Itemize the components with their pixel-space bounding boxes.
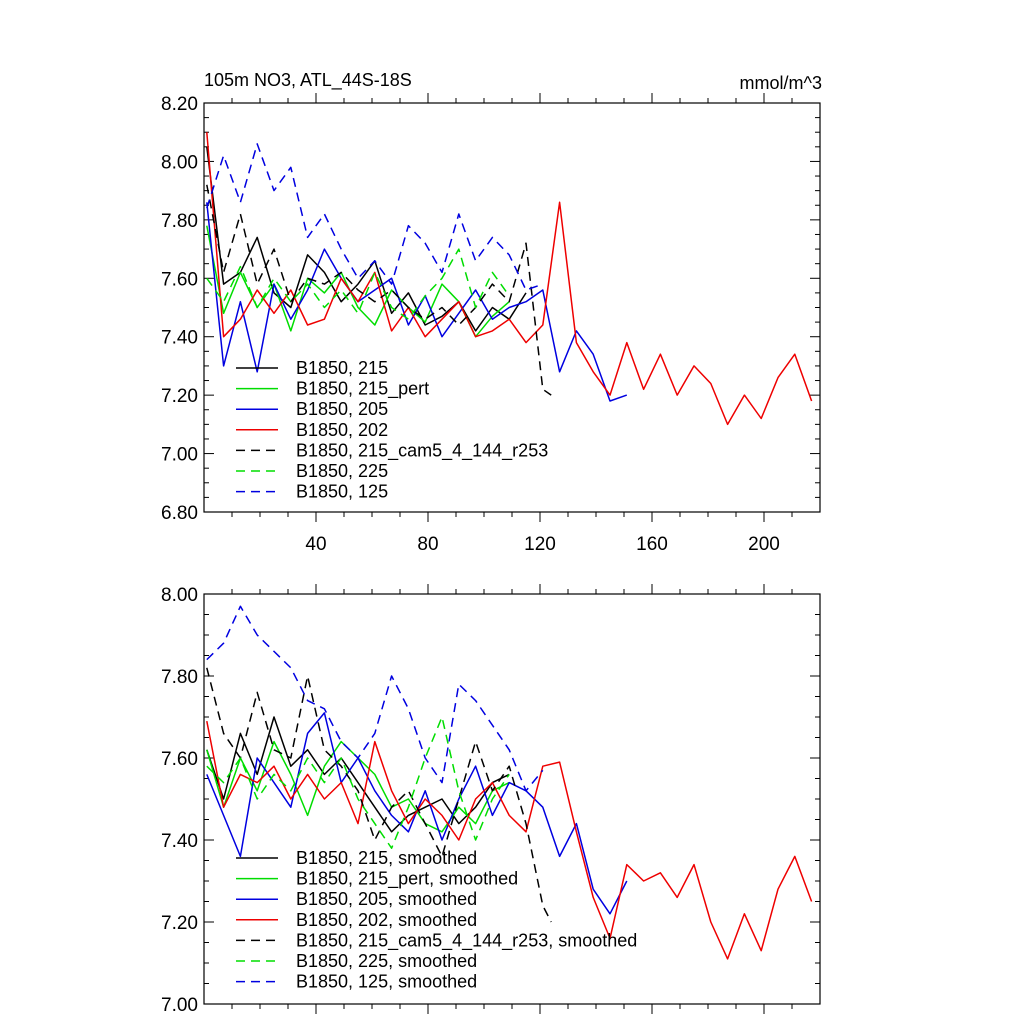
top-y-axis: 6.80 7.00 7.20 7.40 7.60 7.80 8.00 8.20: [161, 94, 820, 524]
top-chart-units: mmol/m^3: [740, 73, 822, 93]
series-line-2: [206, 202, 628, 402]
y-tick-label: 7.00: [161, 445, 198, 466]
y-tick-label: 6.80: [161, 503, 198, 524]
bottom-panel: 7.00 7.20 7.40 7.60 7.80 8.00 B1850, 215, smo…: [161, 584, 821, 1016]
y-tick-label: 7.80: [161, 667, 198, 688]
y-tick-label: 7.40: [161, 831, 198, 852]
y-tick-label: 8.00: [161, 152, 198, 173]
legend-label-5: B1850, 225: [296, 461, 388, 481]
y-tick-label: 8.00: [161, 585, 198, 606]
bottom-series-group: [206, 605, 813, 960]
top-series-group: [206, 132, 813, 426]
y-tick-label: 7.60: [161, 749, 198, 770]
legend-label-6: B1850, 125: [296, 482, 388, 502]
x-tick-label: 160: [636, 534, 668, 555]
legend-label-1: B1850, 215_pert, smoothed: [296, 869, 518, 890]
y-tick-label: 7.00: [161, 995, 198, 1016]
legend-label-0: B1850, 215, smoothed: [296, 848, 477, 868]
legend-label-3: B1850, 202, smoothed: [296, 910, 477, 930]
y-tick-label: 7.40: [161, 328, 198, 349]
x-tick-label: 80: [417, 534, 438, 555]
x-tick-label: 200: [748, 534, 780, 555]
y-tick-label: 8.20: [161, 94, 198, 115]
series-line-5: [206, 716, 510, 849]
series-line-0: [206, 146, 527, 332]
series-line-3: [206, 132, 813, 426]
legend-label-2: B1850, 205: [296, 399, 388, 419]
y-tick-label: 7.80: [161, 211, 198, 232]
legend-label-2: B1850, 205, smoothed: [296, 889, 477, 909]
series-line-3: [206, 720, 813, 960]
x-tick-label: 40: [305, 534, 326, 555]
series-line-6: [206, 605, 544, 792]
y-tick-label: 7.20: [161, 386, 198, 407]
legend-label-0: B1850, 215: [296, 358, 388, 378]
series-line-4: [206, 184, 552, 396]
top-panel: 105m NO3, ATL_44S-18S mmol/m^3 6.80 7.00 7…: [161, 70, 822, 555]
legend-label-5: B1850, 225, smoothed: [296, 951, 477, 971]
series-line-6: [206, 143, 544, 291]
series-line-5: [206, 248, 510, 320]
bottom-x-axis: [231, 584, 793, 1014]
legend-label-6: B1850, 125, smoothed: [296, 972, 477, 992]
legend-label-3: B1850, 202: [296, 420, 388, 440]
x-tick-label: 120: [524, 534, 556, 555]
y-tick-label: 7.60: [161, 269, 198, 290]
top-x-axis: 40 80 120 160 200: [231, 93, 793, 555]
legend-label-4: B1850, 215_cam5_4_144_r253: [296, 440, 548, 461]
legend-label-1: B1850, 215_pert: [296, 379, 429, 400]
legend-label-4: B1850, 215_cam5_4_144_r253, smoothed: [296, 930, 637, 951]
series-line-4: [206, 667, 552, 923]
series-line-0: [206, 716, 510, 833]
y-tick-label: 7.20: [161, 913, 198, 934]
bottom-y-axis: 7.00 7.20 7.40 7.60 7.80 8.00: [161, 585, 820, 1016]
top-chart-title: 105m NO3, ATL_44S-18S: [204, 70, 412, 91]
